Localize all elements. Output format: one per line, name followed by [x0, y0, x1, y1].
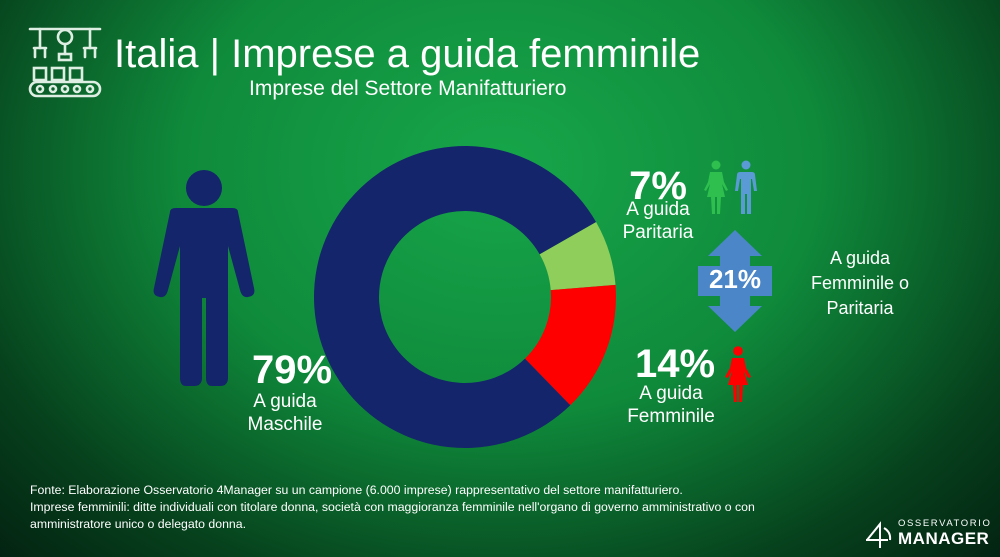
footnote-source: Fonte: Elaborazione Osservatorio 4Manage… [30, 483, 683, 497]
donut-slice-parity [539, 221, 616, 291]
page-title: Italia | Imprese a guida femminile [114, 32, 701, 76]
page-subtitle: Imprese del Settore Manifatturiero [249, 77, 567, 100]
slice-label-parity: A guida Paritaria [622, 199, 694, 243]
slice-percent-male: 79% [251, 348, 333, 392]
factory-robot-arms-icon [28, 27, 102, 98]
brand-top-text: OSSERVATORIO [898, 518, 992, 529]
footnote: Fonte: Elaborazione Osservatorio 4Manage… [30, 482, 860, 533]
woman-icon [725, 346, 751, 402]
slice-label-male: A guida Maschile [247, 391, 323, 435]
double-arrow-vertical-icon [698, 230, 772, 332]
donut-slice-female [524, 284, 616, 406]
footnote-definition-cont: amministratore unico o delegato donna. [30, 517, 247, 531]
footnote-definition: Imprese femminili: ditte individuali con… [30, 500, 755, 514]
slice-percent-parity: 7% [629, 164, 687, 208]
combined-label: A guida Femminile o Paritaria [810, 248, 910, 318]
woman-and-man-icon [704, 160, 757, 214]
brand-name: MANAGER [898, 529, 990, 548]
brand-logo: OSSERVATORIO MANAGER [864, 515, 990, 551]
brand-4-icon [866, 521, 892, 548]
slice-label-female: A guida Femminile [627, 383, 715, 427]
slice-percent-female: 14% [634, 342, 716, 386]
man-icon [153, 170, 255, 386]
donut-slice-male [314, 146, 597, 448]
combined-percent: 21% [708, 264, 762, 294]
donut-chart [314, 146, 616, 448]
